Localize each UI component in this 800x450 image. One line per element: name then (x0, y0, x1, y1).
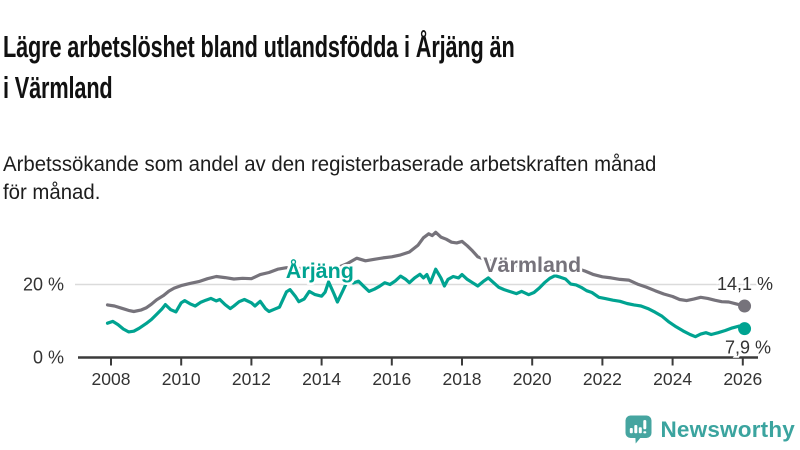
x-tick-label: 2022 (583, 369, 622, 389)
newsworthy-speech-bubble-icon (625, 415, 652, 444)
y-tick-label: 0 % (33, 348, 64, 368)
end-value-label-värmland: 14,1 % (717, 274, 773, 294)
end-dot-värmland (738, 299, 752, 313)
series-line-årjäng (105, 267, 747, 339)
series-line-värmland (105, 230, 747, 314)
page-title: Lägre arbetslöshet bland utlandsfödda i … (3, 28, 515, 105)
series-label-årjäng: Årjäng (286, 257, 354, 283)
series-label-värmland: Värmland (483, 253, 581, 277)
y-tick-label: 20 % (23, 275, 64, 295)
x-tick-label: 2016 (372, 369, 411, 389)
x-tick-label: 2026 (723, 369, 762, 389)
end-dot-årjäng (738, 322, 752, 336)
x-tick-label: 2012 (232, 369, 271, 389)
newsworthy-logo: Newsworthy (625, 415, 795, 444)
x-tick-label: 2010 (162, 369, 201, 389)
x-tick-label: 2014 (302, 369, 341, 389)
end-value-label-årjäng: 7,9 % (725, 338, 771, 358)
x-tick-label: 2024 (653, 369, 692, 389)
x-tick-label: 2020 (513, 369, 552, 389)
chart-subtitle: Arbetssökande som andel av den registerb… (3, 153, 657, 205)
brand-name: Newsworthy (660, 416, 795, 442)
x-tick-label: 2018 (443, 369, 482, 389)
x-tick-label: 2008 (92, 369, 131, 389)
